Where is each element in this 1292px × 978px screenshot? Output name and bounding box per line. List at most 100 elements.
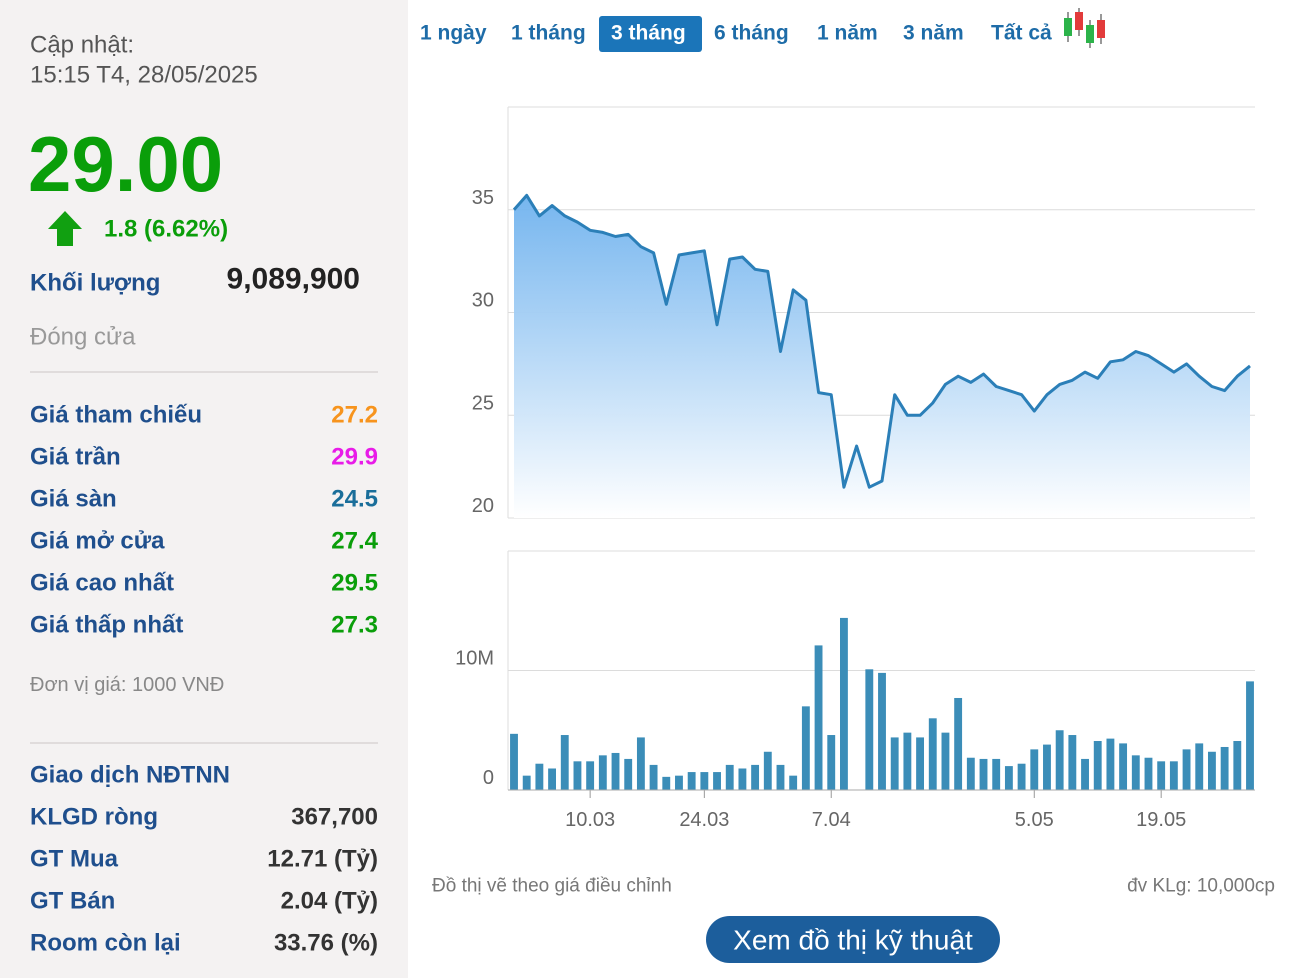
- volume-bar: [878, 672, 886, 790]
- volume-bar: [827, 735, 836, 790]
- button-label[interactable]: Xem đồ thị kỹ thuật: [733, 925, 973, 956]
- volume-label: Khối lượng: [30, 270, 160, 297]
- volume-bar: [738, 768, 747, 790]
- volume-bar: [1157, 761, 1166, 790]
- row-label: Giá thấp nhất: [30, 612, 183, 639]
- row-label: Room còn lại: [30, 930, 181, 957]
- row-label: Giá sàn: [30, 486, 117, 513]
- row-value: 29.5: [331, 570, 378, 597]
- unit-note: Đơn vị giá: 1000 VNĐ: [30, 674, 224, 696]
- price-line: [512, 193, 1251, 489]
- row-label: KLGD ròng: [30, 804, 158, 831]
- row-value: 27.4: [331, 528, 378, 555]
- volume-bar: [1182, 749, 1191, 790]
- volume-bar: [979, 758, 988, 790]
- price: 29.00: [28, 120, 223, 208]
- volume-bar: [1004, 766, 1013, 790]
- volume-bar: [573, 761, 582, 790]
- volume-bar: [1017, 763, 1026, 790]
- volume-bar: [700, 772, 709, 790]
- volume-bar: [966, 757, 975, 790]
- volume-bar: [662, 776, 671, 790]
- volume-bar: [763, 751, 772, 790]
- volume-bar: [535, 763, 544, 790]
- row-value: 24.5: [331, 486, 378, 513]
- status: Đóng cửa: [30, 324, 136, 351]
- volume-bar: [941, 732, 950, 790]
- volume-bar: [789, 775, 798, 790]
- row-value: 33.76 (%): [274, 930, 378, 957]
- active-tab-bg[interactable]: [599, 16, 702, 52]
- volume-bar: [649, 764, 658, 790]
- volume-bar: [954, 697, 963, 790]
- x-tick-label: 5.05: [1015, 809, 1054, 831]
- candlestick-icon[interactable]: [1064, 8, 1105, 48]
- volume-bar: [611, 752, 620, 790]
- up-arrow: [48, 211, 82, 246]
- volume-bar: [928, 718, 937, 790]
- volume-bar: [636, 737, 645, 790]
- volume-bar: [1055, 730, 1064, 790]
- volume-bar: [1131, 755, 1140, 790]
- tab[interactable]: 1 năm: [817, 22, 878, 45]
- volume-bar: [1030, 749, 1039, 790]
- volume-bar: [992, 758, 1001, 790]
- volume-bar: [1106, 738, 1115, 790]
- volume-bar: [713, 772, 721, 790]
- volume-bar: [1220, 746, 1229, 790]
- update-label: Cập nhật:: [30, 32, 134, 59]
- row-value: 2.04 (Tỷ): [281, 888, 378, 915]
- footnote-right: đv KLg: 10,000cp: [1127, 876, 1275, 897]
- row-label: Giá trần: [30, 444, 121, 471]
- change: 1.8 (6.62%): [104, 216, 228, 243]
- volume-bar: [1233, 741, 1242, 790]
- volume-bar: [1081, 758, 1089, 790]
- volume-bar: [890, 737, 899, 790]
- technical-chart-button[interactable]: [706, 916, 1000, 963]
- volume-bar: [1195, 743, 1204, 790]
- tab[interactable]: 3 năm: [903, 22, 964, 45]
- row-label: GT Bán: [30, 888, 115, 915]
- y-tick-label: 25: [472, 392, 494, 414]
- volume-bar: [801, 706, 810, 790]
- row-value: 29.9: [331, 444, 378, 471]
- volume: 9,089,900: [227, 263, 360, 296]
- volume-bar: [1068, 735, 1077, 790]
- volume-bar: [1169, 761, 1178, 790]
- tab[interactable]: 3 tháng: [611, 22, 686, 45]
- row-value: 367,700: [291, 804, 378, 831]
- row-value: 27.2: [331, 402, 378, 429]
- y-tick-label: 35: [472, 187, 494, 209]
- row-label: Giá tham chiếu: [30, 402, 202, 429]
- row-value: 12.71 (Tỷ): [267, 846, 378, 873]
- volume-bar: [839, 617, 848, 790]
- volume-bar: [1043, 744, 1051, 790]
- volume-bar: [1207, 751, 1216, 790]
- sidebar: [0, 0, 408, 978]
- row-label: Giá mở cửa: [30, 528, 165, 555]
- x-tick-label: 10.03: [565, 809, 615, 831]
- volume-bar: [814, 645, 823, 790]
- row-label: GT Mua: [30, 846, 119, 873]
- volume-bar: [522, 775, 531, 790]
- foreign-title: Giao dịch NĐTNN: [30, 762, 230, 789]
- footnote-left: Đồ thị vẽ theo giá điều chỉnh: [432, 876, 672, 897]
- volume-bar: [1119, 743, 1128, 790]
- x-tick-label: 24.03: [679, 809, 729, 831]
- volume-bar: [916, 737, 925, 790]
- volume-bar: [776, 764, 785, 790]
- tab[interactable]: 1 tháng: [511, 22, 586, 45]
- volume-bar: [903, 732, 912, 790]
- tab[interactable]: Tất cả: [991, 22, 1052, 45]
- y-tick-label: 20: [472, 495, 494, 517]
- price-area: [514, 195, 1250, 518]
- tab[interactable]: 6 tháng: [714, 22, 789, 45]
- y-tick-label: 30: [472, 290, 494, 312]
- volume-bar: [624, 758, 633, 790]
- x-tick-label: 7.04: [812, 809, 851, 831]
- volume-bar: [1093, 741, 1102, 790]
- y-tick-label: 0: [483, 767, 494, 789]
- update-time: 15:15 T4, 28/05/2025: [30, 62, 258, 89]
- volume-bar: [510, 733, 518, 790]
- tab[interactable]: 1 ngày: [420, 22, 487, 45]
